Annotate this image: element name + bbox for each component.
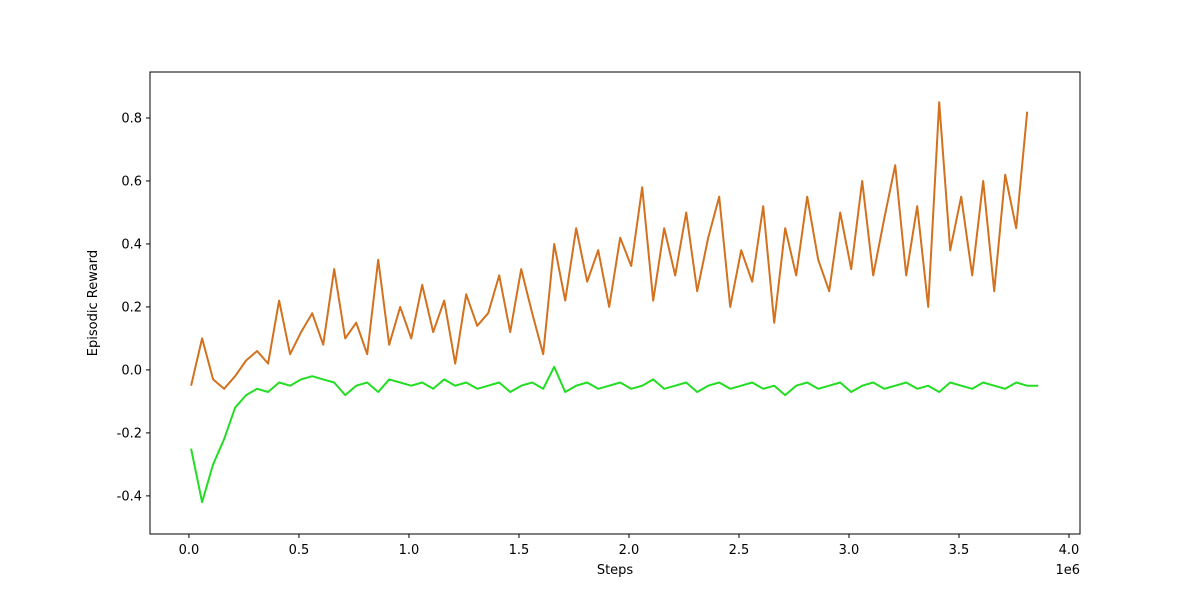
plot-frame [149,71,1081,535]
y-tick-label: 0.0 [121,363,142,378]
x-axis-label: Steps [597,563,634,578]
y-tick-label: 0.8 [121,111,142,126]
y-tick-label: 0.6 [121,174,142,189]
series-line [190,365,1039,504]
y-axis-label: Episodic Reward [86,250,101,356]
x-tick-label: 1.0 [399,543,420,558]
x-tick-label: 2.0 [619,543,640,558]
y-tick-label: -0.4 [117,489,142,504]
x-tick-label: 0.0 [179,543,200,558]
x-tick-label: 3.0 [839,543,860,558]
y-tick-label: -0.2 [117,426,142,441]
y-tick-label: 0.4 [121,237,142,252]
x-tick-label: 2.5 [729,543,750,558]
x-tick-label: 3.5 [949,543,970,558]
x-offset-label: 1e6 [1055,563,1080,578]
series-line [190,101,1029,390]
x-tick-label: 1.5 [509,543,530,558]
x-tick-label: 0.5 [289,543,310,558]
x-tick-label: 4.0 [1059,543,1080,558]
y-tick-label: 0.2 [121,300,142,315]
